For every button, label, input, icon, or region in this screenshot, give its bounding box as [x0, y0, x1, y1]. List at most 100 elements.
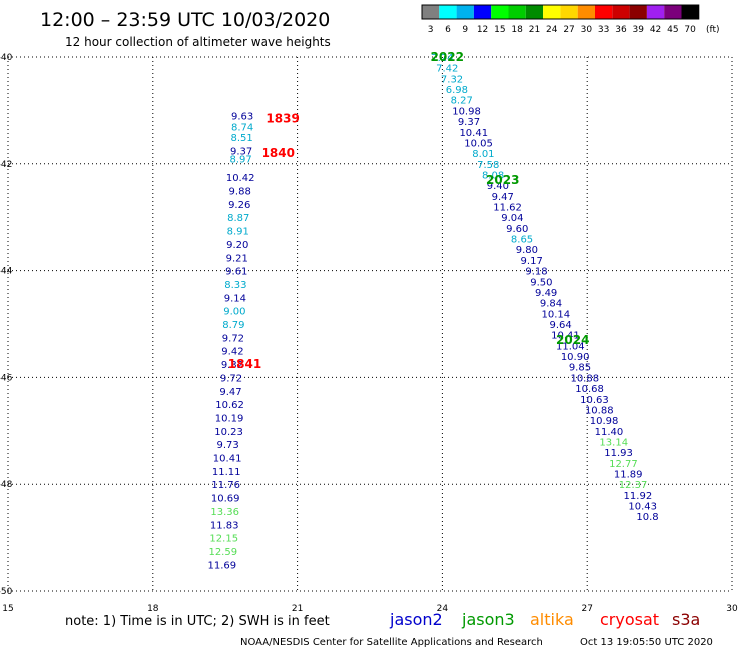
legend-swatch [595, 5, 613, 19]
wave-height-value: 9.00 [223, 307, 245, 318]
wave-height-value: 12.77 [609, 459, 638, 470]
satellite-legend: jason2 jason3 altika cryosat s3a [389, 610, 700, 629]
legend-swatch [629, 5, 647, 19]
wave-height-value: 9.17 [521, 256, 543, 267]
legend-frame [421, 4, 700, 20]
wave-height-value: 8.01 [472, 149, 494, 160]
wave-height-value: 9.85 [569, 363, 591, 374]
y-tick-label: -48 [0, 480, 13, 490]
wave-height-value: 10.98 [590, 416, 619, 427]
satellite-name: cryosat [600, 610, 659, 629]
wave-height-value: 11.11 [212, 467, 241, 478]
legend-swatch [612, 5, 630, 19]
satellite-name: altika [530, 610, 574, 629]
y-tick-label: -46 [0, 373, 13, 383]
wave-height-value: 9.63 [231, 112, 253, 123]
wave-height-value: 9.60 [506, 224, 528, 235]
legend-bin-label: 18 [511, 25, 523, 35]
wave-height-value: 10.41 [551, 331, 580, 342]
wave-height-value: 8.51 [230, 133, 252, 144]
wave-height-value: 7.58 [477, 160, 499, 171]
plot-axes: 15 18 21 24 27 30 -40 -42 -44 -46 -48 -50 [0, 53, 738, 614]
wave-height-value: 9.42 [221, 347, 243, 358]
satellite-name: s3a [672, 610, 700, 629]
wave-height-value: 9.21 [226, 253, 248, 264]
wave-height-value: 9.61 [225, 267, 247, 278]
wave-height-value: 8.65 [511, 235, 533, 246]
wave-height-value: 9.32 [221, 360, 243, 371]
pass-number-label: 1840 [262, 146, 295, 160]
footer-note: note: 1) Time is in UTC; 2) SWH is in fe… [65, 614, 330, 629]
wave-height-value: 8.87 [227, 213, 249, 224]
wave-height-value: 9.40 [487, 181, 509, 192]
wave-height-value: 12.15 [209, 534, 238, 545]
legend-bin-label: 39 [633, 25, 645, 35]
legend-unit: (ft) [706, 25, 720, 35]
wave-height-value: 7.24 [431, 53, 453, 64]
wave-height-value: 8.74 [231, 122, 253, 133]
legend-bin-label: 36 [615, 25, 627, 35]
legend-swatch [508, 5, 526, 19]
wave-height-value: 9.80 [516, 245, 538, 256]
wave-height-value: 11.83 [210, 520, 239, 531]
plot-grid [7, 56, 733, 592]
legend-swatch [664, 5, 682, 19]
legend-swatch [646, 5, 665, 19]
wave-height-value: 9.50 [530, 277, 552, 288]
legend-swatch [473, 5, 492, 19]
wave-height-value: 9.37 [458, 117, 480, 128]
legend-swatch [681, 5, 699, 19]
x-tick-label: 21 [292, 604, 303, 614]
legend-bin-label: 3 [428, 25, 434, 35]
legend-swatch [439, 5, 457, 19]
pass-number-label: 1839 [266, 111, 299, 125]
wave-height-value: 10.42 [226, 173, 255, 184]
wave-height-value: 9.72 [222, 333, 244, 344]
wave-height-value: 11.62 [493, 203, 522, 214]
wave-height-value: 10.8 [636, 512, 658, 523]
wave-height-value: 6.98 [446, 85, 468, 96]
wave-height-value: 10.88 [570, 373, 599, 384]
wave-height-value: 10.05 [464, 138, 493, 149]
wave-height-value: 9.49 [535, 288, 557, 299]
wave-height-value: 11.76 [211, 480, 240, 491]
legend-swatch [525, 5, 544, 19]
wave-height-value: 10.62 [215, 400, 244, 411]
pass-number-label: 2023 [486, 173, 519, 187]
wave-height-value: 8.33 [224, 280, 246, 291]
chart-title: 12:00 – 23:59 UTC 10/03/2020 [40, 9, 330, 31]
wave-height-value: 13.14 [599, 437, 628, 448]
wave-height-value: 9.64 [550, 320, 572, 331]
pass-number-label: 2022 [431, 50, 464, 64]
legend-bin-label: 6 [445, 25, 451, 35]
wave-height-value: 9.72 [220, 373, 242, 384]
legend-bin-label: 12 [477, 25, 488, 35]
wave-height-value: 9.20 [226, 240, 248, 251]
pass-number-label: 1841 [228, 357, 261, 371]
legend-swatch [543, 5, 561, 19]
y-tick-label: -50 [0, 587, 13, 597]
legend-bin-label: 70 [684, 25, 696, 35]
wave-height-value: 9.47 [219, 387, 241, 398]
legend-bin-label: 15 [494, 25, 505, 35]
legend-bin-label: 24 [546, 25, 558, 35]
chart-subtitle: 12 hour collection of altimeter wave hei… [65, 35, 331, 49]
legend-bin-label: 30 [581, 25, 593, 35]
wave-height-value: 7.32 [441, 74, 463, 85]
wave-height-value: 11.69 [208, 560, 237, 571]
legend-swatch [577, 5, 595, 19]
satellite-name: jason3 [461, 610, 515, 629]
legend-swatch [422, 5, 440, 19]
wave-height-value: 10.88 [585, 405, 614, 416]
wave-height-value: 10.41 [213, 454, 242, 465]
legend-bin-label: 21 [529, 25, 540, 35]
wave-height-value: 8.91 [227, 227, 249, 238]
legend-bin-label: 42 [650, 25, 661, 35]
wave-height-value: 9.04 [501, 213, 523, 224]
legend-swatch [560, 5, 578, 19]
wave-height-value: 12.59 [208, 547, 237, 558]
wave-height-value: 10.90 [561, 352, 590, 363]
wave-height-value: 12.37 [619, 480, 648, 491]
wave-height-value: 10.63 [580, 395, 609, 406]
